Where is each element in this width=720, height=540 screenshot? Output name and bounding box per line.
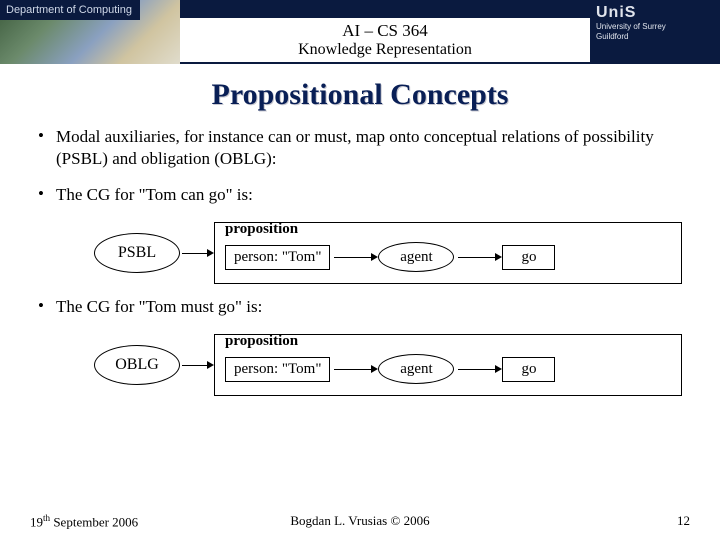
bullet-dot: • (38, 296, 56, 318)
slide-footer: 19th September 2006 Bogdan L. Vrusias © … (0, 513, 720, 530)
go-concept: go (502, 357, 555, 382)
arrow-icon (180, 252, 214, 254)
slide-header: Department of Computing AI – CS 364 Know… (0, 0, 720, 64)
bullet-3-text: The CG for "Tom must go" is: (56, 296, 682, 318)
person-concept: person: "Tom" (225, 357, 330, 382)
proposition-box: proposition person: "Tom" agent go (214, 222, 682, 284)
arrow-icon (454, 368, 502, 370)
bullet-2-text: The CG for "Tom can go" is: (56, 184, 682, 206)
arrow-icon (180, 364, 214, 366)
slide-content: • Modal auxiliaries, for instance can or… (0, 112, 720, 398)
arrow-icon (454, 256, 502, 258)
university-logo: UniS University of Surrey Guildford (590, 0, 720, 62)
oblg-node: OBLG (94, 345, 180, 385)
header-photo: Department of Computing (0, 0, 180, 64)
course-topic: Knowledge Representation (298, 41, 472, 59)
bullet-2: • The CG for "Tom can go" is: (38, 184, 682, 206)
slide-title: Propositional Concepts (0, 78, 720, 112)
footer-credit: Bogdan L. Vrusias © 2006 (250, 513, 470, 530)
agent-relation: agent (378, 242, 454, 272)
psbl-node: PSBL (94, 233, 180, 273)
course-code: AI – CS 364 (342, 21, 427, 41)
footer-date: 19th September 2006 (30, 513, 250, 530)
arrow-icon (330, 256, 378, 258)
go-concept: go (502, 245, 555, 270)
cg-diagram-can: PSBL proposition person: "Tom" agent go (94, 220, 682, 286)
date-rest: September 2006 (50, 514, 138, 529)
logo-brand: UniS (596, 4, 714, 22)
course-title-block: AI – CS 364 Knowledge Representation (180, 0, 590, 62)
footer-page-number: 12 (470, 513, 690, 530)
proposition-box: proposition person: "Tom" agent go (214, 334, 682, 396)
bullet-3: • The CG for "Tom must go" is: (38, 296, 682, 318)
date-day: 19 (30, 514, 43, 529)
dept-badge: Department of Computing (0, 0, 140, 20)
proposition-label: proposition (223, 333, 300, 349)
person-concept: person: "Tom" (225, 245, 330, 270)
bullet-dot: • (38, 126, 56, 170)
logo-sub2: Guildford (596, 33, 714, 42)
logo-sub1: University of Surrey (596, 23, 714, 32)
bullet-1-text: Modal auxiliaries, for instance can or m… (56, 126, 682, 170)
cg-diagram-must: OBLG proposition person: "Tom" agent go (94, 332, 682, 398)
agent-relation: agent (378, 354, 454, 384)
bullet-dot: • (38, 184, 56, 206)
proposition-label: proposition (223, 221, 300, 237)
arrow-icon (330, 368, 378, 370)
bullet-1: • Modal auxiliaries, for instance can or… (38, 126, 682, 170)
